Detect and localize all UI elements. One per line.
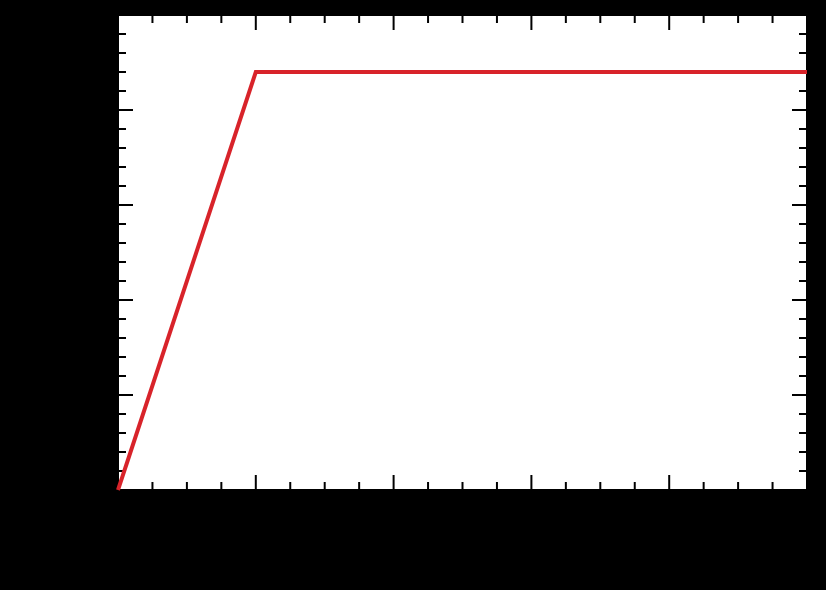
plot-frame bbox=[117, 14, 808, 491]
turn-on-curve bbox=[116, 70, 807, 491]
